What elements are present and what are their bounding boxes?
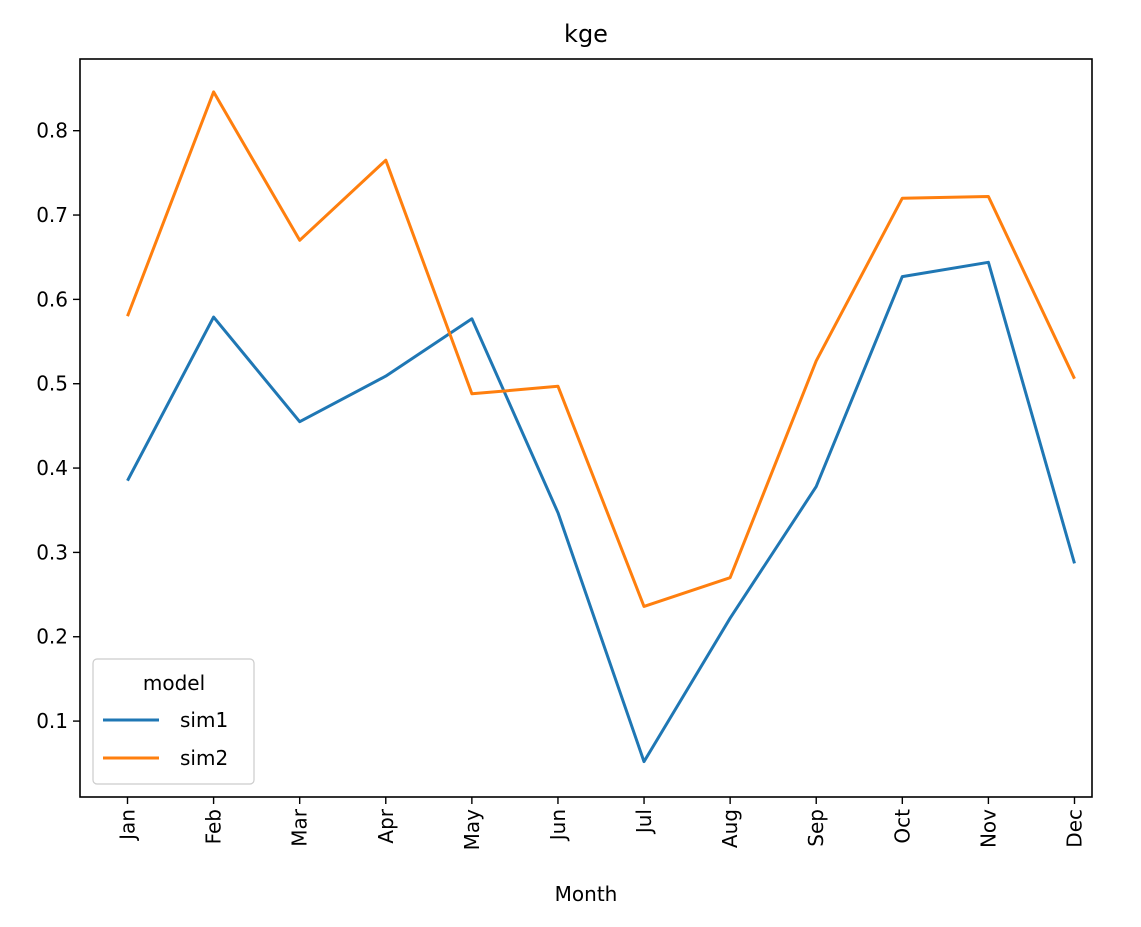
- legend-box: [92, 658, 255, 785]
- y-axis: 0.1 0.2 0.3 0.4 0.5 0.6 0.7 0.8: [36, 119, 80, 733]
- x-axis: Jan Feb Mar Apr May Jun Jul Aug Sep Oct Nov Dec: [116, 797, 1087, 850]
- x-axis-label: Month: [555, 882, 618, 906]
- y-tick-label: 0.5: [36, 372, 68, 396]
- y-tick-label: 0.4: [36, 456, 68, 480]
- x-tick-label: Oct: [890, 809, 914, 844]
- x-tick-label: Apr: [374, 808, 398, 843]
- plot-frame: [79, 58, 1093, 798]
- y-tick-label: 0.6: [36, 287, 68, 311]
- legend-entries: sim1 sim2: [103, 708, 228, 770]
- x-tick-label: Dec: [1063, 809, 1087, 848]
- x-tick-label: Jul: [632, 809, 656, 835]
- y-tick-label: 0.2: [36, 625, 68, 649]
- legend: model sim1 sim2: [92, 658, 255, 785]
- legend-label-sim1: sim1: [180, 708, 228, 732]
- y-tick-label: 0.8: [36, 119, 68, 143]
- x-tick-label: Aug: [718, 809, 742, 848]
- x-tick-label: Nov: [976, 809, 1000, 848]
- series-line-sim1: [126, 260, 1076, 764]
- series-line-sim2: [126, 90, 1076, 608]
- y-tick-label: 0.7: [36, 203, 68, 227]
- chart-title: kge: [564, 20, 608, 48]
- x-tick-label: Sep: [804, 809, 828, 847]
- x-tick-label: Jun: [546, 809, 570, 842]
- x-tick-label: May: [460, 809, 484, 851]
- x-tick-label: Mar: [288, 808, 312, 847]
- plot-lines: [126, 90, 1076, 764]
- y-tick-label: 0.3: [36, 540, 68, 564]
- x-tick-label: Feb: [202, 809, 226, 844]
- y-tick-label: 0.1: [36, 709, 68, 733]
- legend-title: model: [143, 671, 205, 695]
- x-tick-label: Jan: [116, 809, 140, 842]
- legend-label-sim2: sim2: [180, 746, 228, 770]
